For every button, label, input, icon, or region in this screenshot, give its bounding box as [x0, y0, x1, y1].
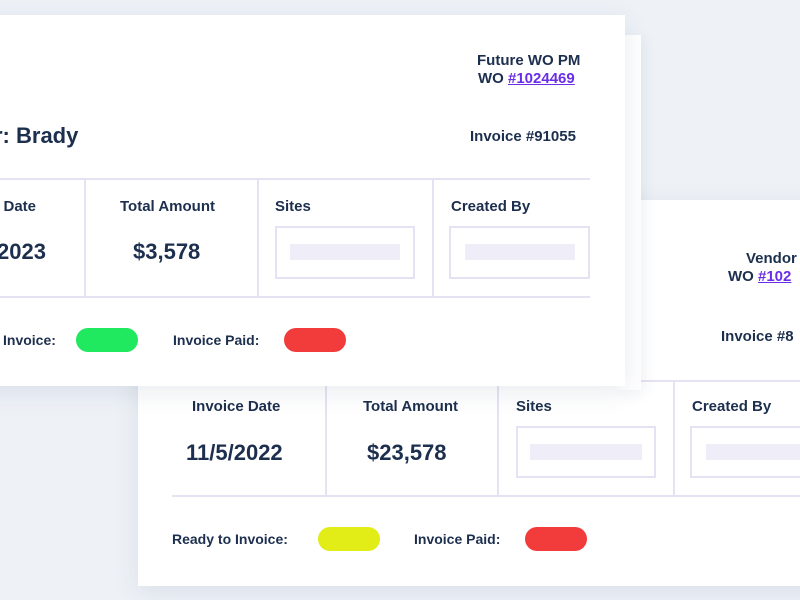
- created-by-placeholder-bar: [706, 444, 800, 460]
- column-divider: [673, 380, 675, 497]
- created-by-label: Created By: [692, 398, 772, 415]
- ready-to-invoice-status-pill[interactable]: [318, 527, 380, 551]
- column-divider: [432, 178, 434, 298]
- wo-type-label: Future WO PM: [477, 52, 581, 69]
- sites-label: Sites: [516, 398, 552, 415]
- total-amount-value: $23,578: [367, 440, 447, 465]
- wo-prefix: WO: [478, 70, 508, 87]
- invoice-number: Invoice #91055: [470, 128, 576, 145]
- table-bottom-divider: [172, 495, 800, 497]
- total-amount-value: $3,578: [133, 239, 201, 264]
- created-by-placeholder-bar: [465, 244, 575, 260]
- invoice-date-value: 11/5/2022: [186, 440, 283, 465]
- sites-placeholder-bar: [530, 444, 642, 460]
- invoice-paid-status-pill[interactable]: [284, 328, 346, 352]
- invoice-date-label: Invoice Date: [192, 398, 281, 415]
- created-by-label: Created By: [451, 198, 531, 215]
- table-top-divider: [0, 178, 590, 180]
- invoice-date-value: 2023: [0, 239, 46, 264]
- created-by-field[interactable]: [690, 426, 800, 478]
- column-divider: [497, 380, 499, 497]
- table-bottom-divider: [0, 296, 590, 298]
- wo-number-line: WO #1024469: [478, 70, 575, 87]
- sites-field[interactable]: [516, 426, 656, 478]
- wo-number-line: WO #102: [728, 268, 791, 285]
- sites-label: Sites: [275, 198, 311, 215]
- column-divider: [84, 178, 86, 298]
- ready-to-invoice-label: Invoice:: [3, 332, 56, 348]
- total-amount-label: Total Amount: [120, 198, 215, 215]
- vendor-title: r: Brady: [0, 123, 79, 148]
- ready-to-invoice-status-pill[interactable]: [76, 328, 138, 352]
- invoice-card-front: Future WO PM WO #1024469 r: Brady Invoic…: [0, 15, 625, 386]
- column-divider: [257, 178, 259, 298]
- invoice-paid-label: Invoice Paid:: [173, 332, 260, 348]
- invoice-date-label: e Date: [0, 198, 37, 215]
- sites-field[interactable]: [275, 226, 415, 279]
- ready-to-invoice-label: Ready to Invoice:: [172, 531, 288, 547]
- sites-placeholder-bar: [290, 244, 400, 260]
- created-by-field[interactable]: [449, 226, 590, 279]
- wo-prefix: WO: [728, 268, 758, 285]
- invoice-paid-label: Invoice Paid:: [414, 531, 501, 547]
- column-divider: [325, 380, 327, 497]
- invoice-paid-status-pill[interactable]: [525, 527, 587, 551]
- wo-type-label: Vendor: [746, 250, 797, 267]
- invoice-number: Invoice #8: [721, 328, 794, 345]
- total-amount-label: Total Amount: [363, 398, 458, 415]
- wo-number-link[interactable]: #1024469: [508, 70, 575, 87]
- wo-number-link[interactable]: #102: [758, 268, 792, 285]
